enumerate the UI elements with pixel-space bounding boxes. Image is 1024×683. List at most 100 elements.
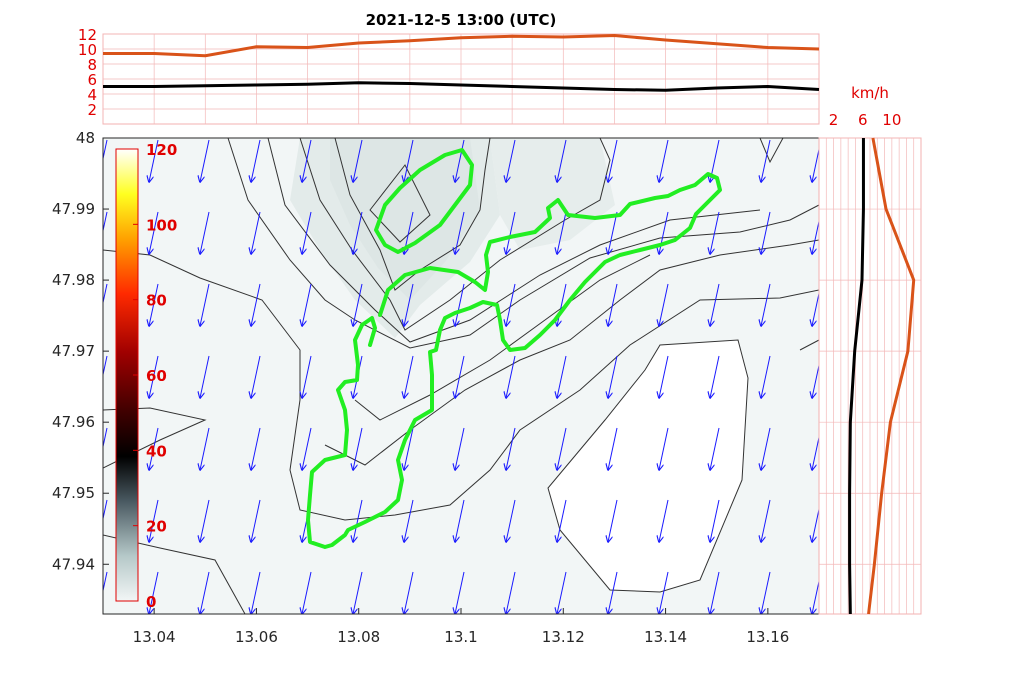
wind-vector	[353, 283, 363, 326]
wind-vector	[200, 571, 210, 614]
wind-vector	[812, 578, 819, 614]
right-x-tick-label: 2	[829, 111, 839, 129]
wind-vector	[557, 211, 567, 254]
wind-vector	[200, 139, 210, 182]
right-x-tick-label: 6	[858, 111, 868, 129]
contour-fill-low	[548, 340, 748, 592]
map-y-tick-label: 47.96	[52, 413, 95, 431]
right-panel-series	[848, 137, 916, 615]
contour-lines	[103, 138, 819, 614]
wind-vector	[251, 499, 261, 542]
wind-vector	[506, 571, 516, 614]
map-y-ticks: 48 47.99 47.98 47.97 47.96 47.95 47.94	[52, 129, 109, 573]
map-y-tick-label: 47.95	[52, 484, 95, 502]
wind-vector	[812, 290, 819, 326]
wind-vector	[149, 355, 159, 398]
wind-vector	[761, 355, 771, 398]
map-y-tick-label: 47.94	[52, 555, 95, 573]
wind-vector	[404, 355, 414, 398]
wind-vector	[302, 283, 312, 326]
right-panel-x-ticks: 2 6 10	[829, 111, 902, 129]
map-x-ticks: 13.04 13.06 13.08 13.1 13.12 13.14 13.16	[133, 608, 789, 646]
wind-vector	[455, 283, 465, 326]
contour-line	[799, 339, 819, 351]
wind-vectors	[103, 139, 819, 614]
map-y-tick-label: 48	[76, 129, 95, 147]
wind-vector	[353, 571, 363, 614]
wind-vector	[455, 355, 465, 398]
wind-vector	[659, 211, 669, 254]
wind-vector	[149, 139, 159, 182]
colorbar-tick-label: 120	[146, 141, 177, 159]
wind-vector	[149, 499, 159, 542]
top-series-line-0	[103, 34, 820, 58]
wind-vector	[761, 571, 771, 614]
wind-vector	[251, 139, 261, 182]
wind-vector	[149, 427, 159, 470]
wind-vector	[659, 571, 669, 614]
wind-vector	[761, 283, 771, 326]
wind-vector	[200, 427, 210, 470]
chart-title: 2021-12-5 13:00 (UTC)	[366, 11, 557, 29]
wind-vector	[761, 499, 771, 542]
wind-vector	[103, 355, 108, 378]
wind-vector	[710, 211, 720, 254]
contour-line	[759, 138, 784, 164]
wind-vector	[812, 362, 819, 398]
wind-vector	[659, 499, 669, 542]
wind-vector	[506, 499, 516, 542]
contour-field	[103, 138, 819, 614]
colorbar-tick-label: 60	[146, 367, 167, 385]
contour-line	[299, 138, 611, 331]
wind-vector	[812, 218, 819, 254]
wind-vector	[710, 499, 720, 542]
wind-vector	[404, 283, 414, 326]
contour-line	[547, 339, 749, 593]
contour-fill-mid	[330, 138, 480, 300]
wind-vector	[557, 499, 567, 542]
wind-vector	[103, 139, 108, 162]
wind-vector	[761, 211, 771, 254]
map-x-tick-label: 13.08	[337, 628, 380, 646]
wind-vector	[761, 139, 771, 182]
wind-vector	[353, 211, 363, 254]
top-y-tick-label: 12	[78, 26, 97, 44]
wind-vector	[103, 571, 108, 594]
colorbar-tick-label: 20	[146, 518, 167, 536]
wind-vector	[302, 139, 312, 182]
wind-vector	[710, 427, 720, 470]
wind-vector	[251, 571, 261, 614]
contour-fill-mid-ne	[490, 138, 615, 250]
wind-vector	[353, 499, 363, 542]
wind-vector	[710, 571, 720, 614]
right-series-line-1	[848, 138, 865, 615]
contour-line	[354, 254, 651, 421]
wind-vector	[103, 499, 108, 522]
wind-vector	[302, 571, 312, 614]
wind-vector	[557, 139, 567, 182]
colorbar: 120 100 80 60 40 20 0	[115, 141, 177, 611]
wind-vector	[608, 211, 618, 254]
wind-vector	[659, 283, 669, 326]
wind-vector	[404, 499, 414, 542]
wind-vector	[557, 571, 567, 614]
wind-vector	[455, 211, 465, 254]
wind-vector	[251, 283, 261, 326]
wind-vector	[761, 427, 771, 470]
wind-vector	[404, 427, 414, 470]
colorbar-ticks: 120 100 80 60 40 20 0	[133, 141, 177, 611]
colorbar-tick-label: 40	[146, 442, 167, 460]
wind-vector	[659, 427, 669, 470]
right-x-tick-label: 10	[882, 111, 901, 129]
colorbar-tick-label: 80	[146, 292, 167, 310]
map-x-tick-label: 13.16	[746, 628, 789, 646]
wind-vector	[302, 355, 312, 398]
wind-vector	[103, 211, 108, 234]
wind-vector	[455, 139, 465, 182]
wind-vector	[404, 571, 414, 614]
top-panel-grid	[102, 33, 820, 124]
colorbar-tick-label: 100	[146, 216, 177, 234]
colorbar-tick-label: 0	[146, 593, 156, 611]
